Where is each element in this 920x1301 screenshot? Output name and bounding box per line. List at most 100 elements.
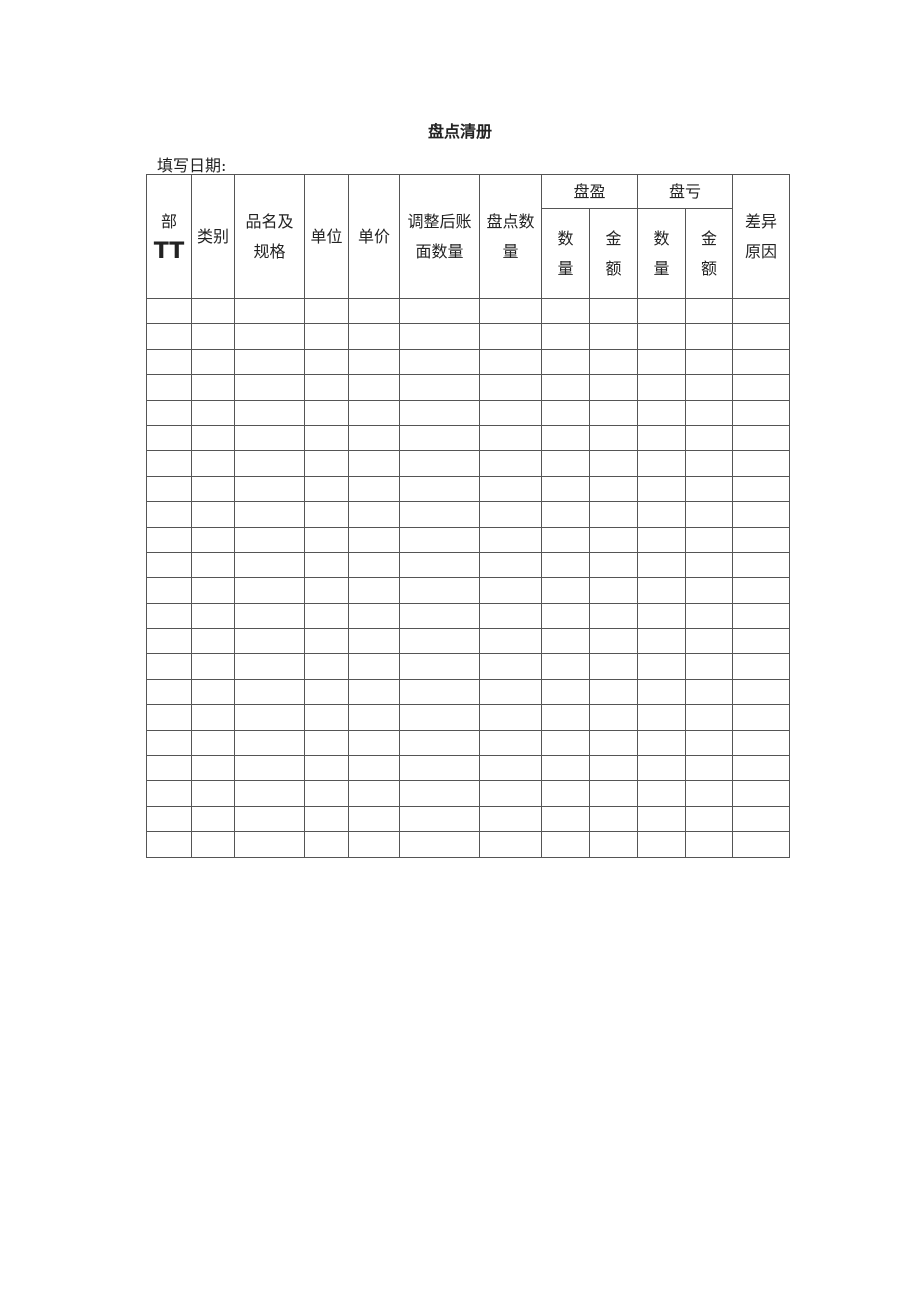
table-cell[interactable]	[637, 374, 687, 401]
table-cell[interactable]	[479, 526, 542, 553]
table-cell[interactable]	[637, 399, 687, 426]
table-cell[interactable]	[637, 653, 687, 680]
table-cell[interactable]	[732, 729, 791, 757]
table-cell[interactable]	[304, 805, 349, 833]
table-cell[interactable]	[685, 323, 734, 350]
table-cell[interactable]	[541, 526, 590, 553]
table-cell[interactable]	[191, 348, 235, 376]
table-cell[interactable]	[304, 729, 349, 757]
table-cell[interactable]	[348, 323, 400, 350]
table-cell[interactable]	[304, 831, 349, 858]
table-cell[interactable]	[348, 628, 400, 655]
table-cell[interactable]	[304, 755, 349, 782]
table-cell[interactable]	[191, 780, 235, 807]
table-cell[interactable]	[348, 450, 400, 477]
table-cell[interactable]	[685, 577, 734, 604]
table-cell[interactable]	[146, 526, 192, 553]
table-cell[interactable]	[541, 551, 590, 579]
table-cell[interactable]	[304, 780, 349, 807]
table-cell[interactable]	[541, 704, 590, 731]
table-cell[interactable]	[191, 628, 235, 655]
table-cell[interactable]	[479, 602, 542, 630]
table-cell[interactable]	[146, 577, 192, 604]
table-cell[interactable]	[399, 424, 480, 452]
table-cell[interactable]	[399, 374, 480, 401]
table-cell[interactable]	[348, 577, 400, 604]
table-cell[interactable]	[348, 501, 400, 528]
table-cell[interactable]	[685, 780, 734, 807]
table-cell[interactable]	[479, 729, 542, 757]
table-cell[interactable]	[588, 501, 639, 528]
table-cell[interactable]	[304, 323, 349, 350]
table-cell[interactable]	[685, 704, 734, 731]
table-cell[interactable]	[588, 602, 639, 630]
table-cell[interactable]	[146, 755, 192, 782]
table-cell[interactable]	[479, 297, 542, 325]
table-cell[interactable]	[146, 475, 192, 503]
table-cell[interactable]	[399, 399, 480, 426]
table-cell[interactable]	[304, 501, 349, 528]
table-cell[interactable]	[234, 297, 305, 325]
table-cell[interactable]	[191, 729, 235, 757]
table-cell[interactable]	[234, 602, 305, 630]
table-cell[interactable]	[732, 704, 791, 731]
table-cell[interactable]	[637, 831, 687, 858]
table-cell[interactable]	[191, 755, 235, 782]
table-cell[interactable]	[479, 374, 542, 401]
table-cell[interactable]	[479, 755, 542, 782]
table-cell[interactable]	[637, 577, 687, 604]
table-cell[interactable]	[304, 704, 349, 731]
table-cell[interactable]	[191, 526, 235, 553]
table-cell[interactable]	[541, 805, 590, 833]
table-cell[interactable]	[637, 602, 687, 630]
table-cell[interactable]	[541, 501, 590, 528]
table-cell[interactable]	[637, 424, 687, 452]
table-cell[interactable]	[348, 805, 400, 833]
table-cell[interactable]	[732, 475, 791, 503]
table-cell[interactable]	[685, 729, 734, 757]
table-cell[interactable]	[588, 323, 639, 350]
table-cell[interactable]	[479, 475, 542, 503]
table-cell[interactable]	[191, 551, 235, 579]
table-cell[interactable]	[732, 399, 791, 426]
table-cell[interactable]	[234, 475, 305, 503]
table-cell[interactable]	[399, 323, 480, 350]
table-cell[interactable]	[588, 297, 639, 325]
table-cell[interactable]	[588, 577, 639, 604]
table-cell[interactable]	[348, 831, 400, 858]
table-cell[interactable]	[234, 374, 305, 401]
table-cell[interactable]	[541, 475, 590, 503]
table-cell[interactable]	[191, 297, 235, 325]
table-cell[interactable]	[234, 424, 305, 452]
table-cell[interactable]	[191, 399, 235, 426]
table-cell[interactable]	[685, 374, 734, 401]
table-cell[interactable]	[234, 577, 305, 604]
table-cell[interactable]	[732, 374, 791, 401]
table-cell[interactable]	[234, 831, 305, 858]
table-cell[interactable]	[234, 399, 305, 426]
table-cell[interactable]	[685, 678, 734, 706]
table-cell[interactable]	[399, 577, 480, 604]
table-cell[interactable]	[304, 424, 349, 452]
table-cell[interactable]	[732, 653, 791, 680]
table-cell[interactable]	[304, 374, 349, 401]
table-cell[interactable]	[479, 551, 542, 579]
table-cell[interactable]	[399, 755, 480, 782]
table-cell[interactable]	[732, 805, 791, 833]
table-cell[interactable]	[637, 323, 687, 350]
table-cell[interactable]	[479, 577, 542, 604]
table-cell[interactable]	[685, 602, 734, 630]
table-cell[interactable]	[348, 374, 400, 401]
table-cell[interactable]	[234, 501, 305, 528]
table-cell[interactable]	[588, 628, 639, 655]
table-cell[interactable]	[479, 399, 542, 426]
table-cell[interactable]	[348, 602, 400, 630]
table-cell[interactable]	[304, 678, 349, 706]
table-cell[interactable]	[191, 653, 235, 680]
table-cell[interactable]	[234, 755, 305, 782]
table-cell[interactable]	[637, 348, 687, 376]
table-cell[interactable]	[146, 297, 192, 325]
table-cell[interactable]	[732, 755, 791, 782]
table-cell[interactable]	[348, 551, 400, 579]
table-cell[interactable]	[685, 348, 734, 376]
